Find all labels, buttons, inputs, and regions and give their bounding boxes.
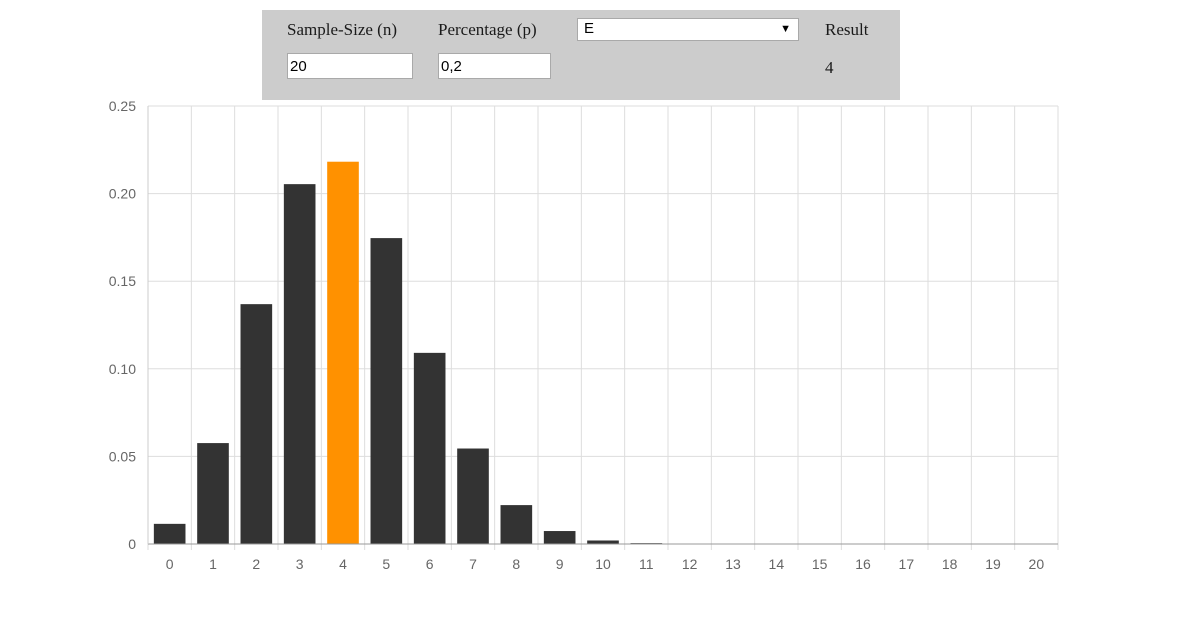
y-tick-label: 0.15 xyxy=(109,273,136,289)
x-tick-label: 12 xyxy=(682,556,698,572)
sample-size-input[interactable] xyxy=(287,53,413,79)
y-tick-label: 0 xyxy=(128,536,136,552)
bar-highlighted[interactable] xyxy=(327,161,359,544)
y-tick-label: 0.10 xyxy=(109,361,136,377)
x-tick-label: 14 xyxy=(769,556,785,572)
x-tick-label: 11 xyxy=(639,556,654,572)
x-tick-label: 9 xyxy=(556,556,564,572)
bar[interactable] xyxy=(370,238,403,544)
bar[interactable] xyxy=(413,352,446,544)
y-tick-label: 0.20 xyxy=(109,186,136,202)
bar[interactable] xyxy=(587,540,619,544)
x-tick-labels: 0 1 2 3 4 5 6 7 8 9 10 11 12 13 14 15 16 17 18 19 20 xyxy=(166,556,1045,572)
x-tick-label: 0 xyxy=(166,556,174,572)
y-tick-label: 0.25 xyxy=(109,98,136,114)
percentage-label: Percentage (p) xyxy=(438,20,537,39)
x-tick-label: 4 xyxy=(339,556,347,572)
bar[interactable] xyxy=(197,443,229,544)
chart-bars xyxy=(153,161,749,544)
y-tick-label: 0.05 xyxy=(109,448,136,464)
x-tick-label: 3 xyxy=(296,556,304,572)
dropdown-arrow-icon: ▼ xyxy=(780,23,791,35)
x-tick-label: 16 xyxy=(855,556,871,572)
x-tick-label: 2 xyxy=(252,556,260,572)
mode-select-value: E xyxy=(584,20,595,37)
bar[interactable] xyxy=(500,505,533,544)
x-tick-label: 17 xyxy=(899,556,915,572)
percentage-input[interactable] xyxy=(438,53,551,79)
sample-size-label: Sample-Size (n) xyxy=(287,20,397,39)
bar[interactable] xyxy=(283,184,316,544)
x-tick-label: 5 xyxy=(382,556,390,572)
chart-axes xyxy=(147,106,1058,545)
x-tick-label: 15 xyxy=(812,556,828,572)
y-tick-labels: 0 0.05 0.10 0.15 0.20 0.25 xyxy=(109,98,136,552)
bar[interactable] xyxy=(153,523,186,544)
x-tick-label: 1 xyxy=(209,556,217,572)
result-value: 4 xyxy=(825,58,834,77)
x-tick-label: 8 xyxy=(512,556,520,572)
bar[interactable] xyxy=(240,304,273,544)
x-tick-label: 20 xyxy=(1029,556,1045,572)
bar[interactable] xyxy=(457,448,489,544)
result-label: Result xyxy=(825,20,869,39)
mode-select[interactable]: E ▼ xyxy=(577,18,799,41)
x-tick-label: 10 xyxy=(595,556,611,572)
x-tick-label: 19 xyxy=(985,556,1001,572)
bar[interactable] xyxy=(543,531,576,544)
x-tick-label: 7 xyxy=(469,556,477,572)
x-tick-label: 6 xyxy=(426,556,434,572)
control-panel: Sample-Size (n) Percentage (p) E ▼ Resul… xyxy=(262,10,900,100)
x-tick-label: 13 xyxy=(725,556,741,572)
x-tick-label: 18 xyxy=(942,556,958,572)
